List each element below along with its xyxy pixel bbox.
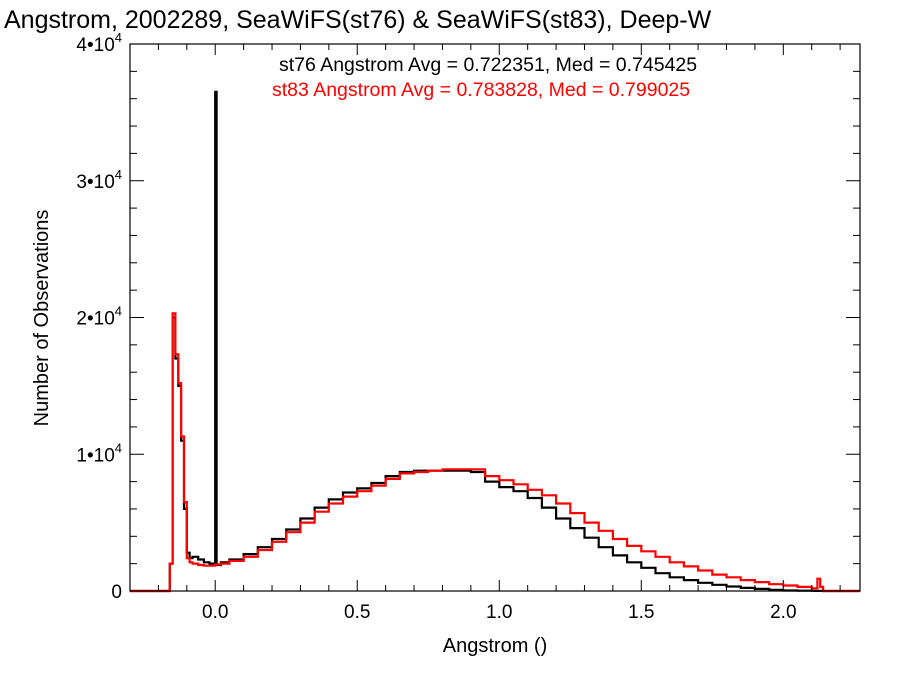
x-tick-label: 0.5 bbox=[344, 602, 370, 623]
y-tick-label: 0 bbox=[111, 582, 122, 603]
x-tick-label: 1.0 bbox=[486, 602, 512, 623]
y-tick-label: 4•104 bbox=[76, 30, 122, 56]
chart-title: Angstrom, 2002289, SeaWiFS(st76) & SeaWi… bbox=[4, 6, 712, 34]
y-axis-tick-labels: 0 1•104 2•104 3•104 4•104 bbox=[76, 30, 122, 603]
series-layer bbox=[130, 90, 860, 593]
st76-stats-annotation: st76 Angstrom Avg = 0.722351, Med = 0.74… bbox=[279, 54, 697, 76]
y-tick-label: 3•104 bbox=[76, 167, 122, 193]
y-axis-label: Number of Observations bbox=[31, 210, 53, 427]
y-tick-label: 1•104 bbox=[76, 440, 122, 466]
y-tick-label: 2•104 bbox=[76, 304, 122, 330]
x-tick-label: 0.0 bbox=[202, 602, 228, 623]
x-tick-label: 1.5 bbox=[628, 602, 654, 623]
plot-frame bbox=[129, 43, 861, 592]
x-tick-label: 2.0 bbox=[770, 602, 796, 623]
series-1-histogram-line bbox=[130, 312, 860, 593]
x-axis-label: Angstrom () bbox=[443, 635, 547, 657]
series-0-histogram-line bbox=[130, 90, 860, 593]
x-axis-tick-labels: 0.0 0.5 1.0 1.5 2.0 bbox=[202, 602, 797, 623]
st83-stats-annotation: st83 Angstrom Avg = 0.783828, Med = 0.79… bbox=[272, 79, 690, 101]
axis-ticks bbox=[129, 43, 860, 592]
